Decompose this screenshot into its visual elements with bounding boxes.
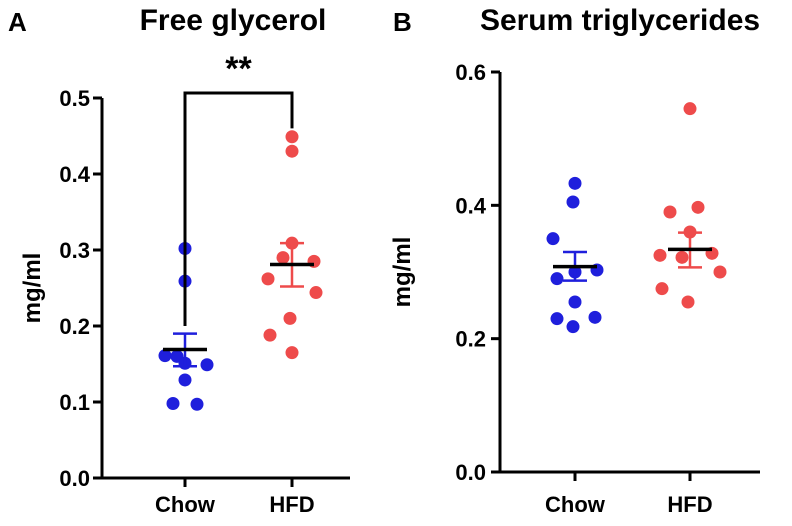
significance-bracket [183, 91, 294, 326]
data-point [158, 349, 172, 363]
data-point [309, 286, 323, 300]
panel-a-plot: 0.0 0.1 0.2 0.3 0.4 0.5 Chow HFD ** [59, 50, 350, 517]
data-point [283, 311, 297, 325]
panel-b-plot: 0.0 0.2 0.4 0.6 Chow HFD [455, 60, 760, 517]
data-point [681, 295, 695, 309]
y-tick-label: 0.0 [455, 460, 486, 485]
data-point [166, 397, 180, 411]
data-point [285, 130, 299, 144]
y-tick-label: 0.2 [455, 327, 486, 352]
data-point [546, 232, 560, 246]
data-point [655, 282, 669, 296]
x-tick-label: Chow [545, 492, 606, 517]
data-point [683, 102, 697, 116]
data-point [285, 144, 299, 158]
y-tick-label: 0.0 [59, 466, 90, 491]
data-point [663, 205, 677, 219]
y-tick-label: 0.6 [455, 60, 486, 85]
panel-a-y-axis-label: mg/ml [19, 253, 46, 324]
panel-a: A Free glycerol mg/ml 0.0 0.1 0.2 0.3 0.4 0.5… [8, 4, 350, 517]
y-tick-label: 0.3 [59, 238, 90, 263]
data-point [566, 320, 580, 334]
panel-b-y-axis-label: mg/ml [389, 237, 416, 308]
y-tick-label: 0.1 [59, 390, 90, 415]
data-point [200, 358, 214, 372]
x-tick-label: HFD [667, 492, 712, 517]
data-point [285, 346, 299, 360]
data-point [588, 310, 602, 324]
data-point [653, 248, 667, 262]
x-tick-label: Chow [155, 492, 216, 517]
data-point [263, 328, 277, 342]
panel-a-letter: A [8, 7, 27, 37]
significance-label: ** [225, 50, 252, 88]
y-tick-label: 0.4 [59, 162, 90, 187]
y-tick-label: 0.4 [455, 193, 486, 218]
panel-b: B Serum triglycerides mg/ml 0.0 0.2 0.4 0.6… [389, 4, 760, 517]
data-point [568, 176, 582, 190]
y-tick-label: 0.2 [59, 314, 90, 339]
data-point [261, 272, 275, 286]
panel-b-title: Serum triglycerides [480, 4, 760, 37]
data-point [550, 272, 564, 286]
data-point [675, 250, 689, 264]
panel-b-letter: B [393, 7, 412, 37]
panel-a-title: Free glycerol [140, 4, 327, 37]
data-point [566, 195, 580, 209]
data-point [713, 265, 727, 279]
data-point [691, 200, 705, 214]
data-point [178, 373, 192, 387]
data-point [550, 312, 564, 326]
data-point [568, 295, 582, 309]
y-tick-label: 0.5 [59, 86, 90, 111]
data-point [276, 251, 290, 265]
data-point [190, 397, 204, 411]
x-tick-label: HFD [269, 492, 314, 517]
